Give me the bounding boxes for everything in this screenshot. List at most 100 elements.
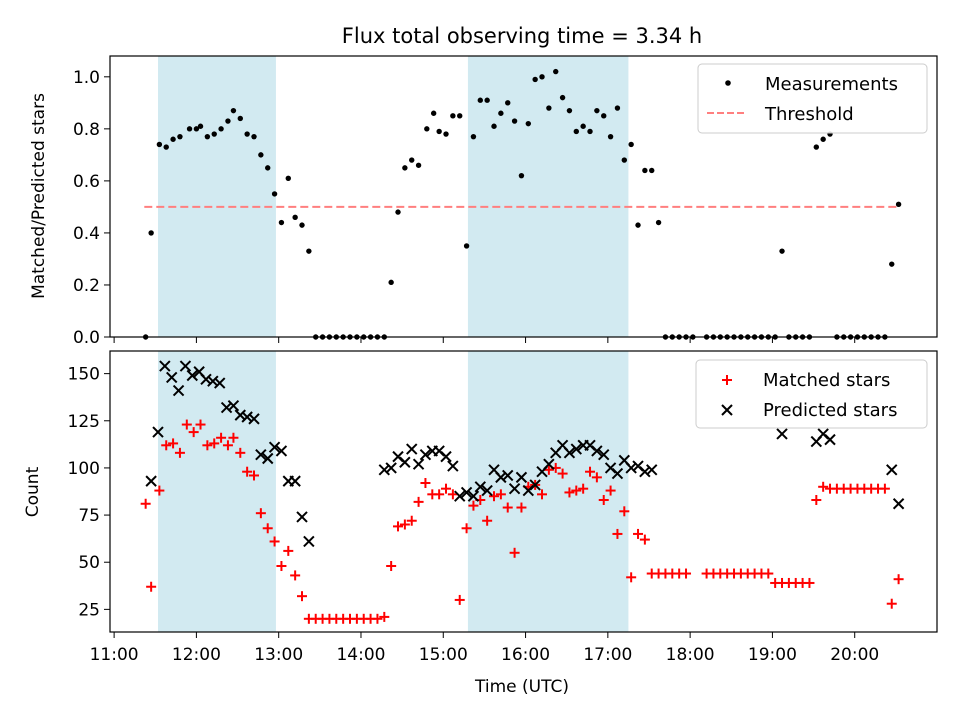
matched-star-point — [495, 489, 506, 500]
marker-stroke — [570, 443, 583, 455]
marker-stroke — [632, 460, 644, 472]
measurement-point — [553, 68, 559, 75]
matched-star-point — [161, 440, 172, 451]
marker-stroke — [392, 450, 404, 463]
marker-stroke — [241, 411, 253, 423]
marker-stroke — [721, 404, 733, 416]
matched-star-point — [509, 547, 520, 558]
matched-star-point — [763, 568, 774, 579]
predicted-star-point — [591, 445, 603, 457]
matched-star-point — [681, 568, 692, 579]
marker-stroke — [646, 464, 658, 476]
measurement-point — [601, 113, 607, 119]
matched-star-point — [188, 427, 199, 438]
matched-star-point — [262, 523, 273, 534]
marker-stroke — [508, 482, 521, 495]
matched-star-point — [290, 570, 301, 581]
matched-star-point — [482, 515, 493, 526]
matched-star-point — [502, 502, 513, 513]
y-tick-label: 0.6 — [73, 172, 100, 192]
legend-predicted-label: Predicted stars — [763, 400, 897, 421]
measurement-point — [779, 248, 785, 254]
predicted-star-point — [776, 428, 788, 440]
y-tick-label: 0.0 — [73, 328, 100, 348]
matched-star-point — [372, 613, 383, 624]
predicted-star-point — [289, 475, 301, 487]
marker-stroke — [639, 465, 651, 478]
measurement-point — [628, 141, 634, 148]
measurement-point — [402, 165, 408, 171]
x-tick-label: 20:00 — [830, 645, 879, 665]
top-shaded-intervals — [158, 56, 629, 337]
measurement-point — [895, 201, 902, 208]
matched-star-point — [633, 528, 644, 539]
marker-stroke — [824, 433, 836, 446]
matched-star-point — [516, 502, 527, 513]
predicted-star-point — [152, 426, 164, 438]
marker-stroke — [515, 471, 528, 484]
measurement-point — [237, 115, 243, 122]
measurement-point — [193, 126, 200, 132]
legend-plus — [722, 375, 732, 385]
matched-star-point — [174, 447, 185, 458]
matched-star-point — [228, 432, 239, 443]
predicted-star-point — [399, 456, 411, 468]
measurement-point — [177, 133, 183, 140]
predicted-star-point — [378, 464, 391, 476]
top-x-axis — [113, 337, 856, 343]
measurement-point — [415, 162, 422, 168]
marker-stroke — [529, 479, 541, 491]
measurement-point — [271, 191, 278, 197]
y-tick-label: 75 — [78, 506, 100, 526]
predicted-star-point — [220, 401, 233, 414]
legend-matched-label: Matched stars — [763, 370, 890, 391]
y-tick-label: 100 — [68, 459, 100, 479]
predicted-star-point — [303, 535, 315, 548]
x-tick-label: 16:00 — [501, 645, 550, 665]
legend-measurements-label: Measurements — [765, 74, 898, 95]
matched-star-point — [441, 483, 452, 494]
matched-star-point — [242, 466, 253, 477]
matched-star-point — [454, 594, 465, 605]
x-axis-label: Time (UTC) — [474, 677, 569, 697]
matched-star-point — [379, 611, 390, 622]
predicted-star-point — [495, 471, 507, 484]
measurement-point — [197, 123, 204, 129]
x-tick-label: 13:00 — [254, 645, 303, 665]
top-plot-marks — [142, 68, 902, 340]
predicted-star-point — [611, 467, 624, 480]
matched-star-point — [222, 440, 233, 451]
predicted-star-point — [406, 443, 418, 455]
measurement-point — [251, 133, 257, 140]
marker-stroke — [454, 490, 466, 502]
top-panel: 0.0 0.2 0.4 0.6 0.8 1.0 Matched/Predicted sta… — [29, 55, 938, 348]
matched-star-point — [886, 598, 897, 609]
predicted-star-point — [515, 471, 528, 484]
bottom-shaded-intervals — [158, 351, 629, 632]
predicted-star-point — [467, 490, 480, 502]
predicted-star-point — [886, 464, 898, 476]
matched-star-point — [461, 523, 472, 534]
top-y-axis: 0.0 0.2 0.4 0.6 0.8 1.0 — [73, 68, 110, 348]
measurement-point — [225, 118, 231, 124]
measurement-point — [409, 157, 415, 163]
measurement-point — [484, 97, 490, 103]
x-tick-label: 17:00 — [583, 645, 632, 665]
measurement-point — [285, 175, 291, 181]
matched-star-point — [255, 508, 266, 519]
matched-star-point — [468, 500, 479, 511]
shaded-interval — [467, 351, 629, 632]
predicted-star-point — [241, 411, 253, 423]
predicted-star-point — [639, 465, 651, 478]
y-tick-label: 150 — [68, 365, 100, 385]
bottom-y-axis-label: Count — [23, 466, 43, 517]
y-tick-label: 0.2 — [73, 276, 100, 296]
marker-stroke — [433, 445, 445, 457]
matched-star-point — [811, 494, 822, 505]
measurement-point — [395, 209, 401, 215]
matched-star-point — [571, 485, 582, 496]
predicted-star-point — [419, 449, 432, 461]
marker-stroke — [776, 428, 788, 440]
marker-stroke — [584, 439, 596, 452]
